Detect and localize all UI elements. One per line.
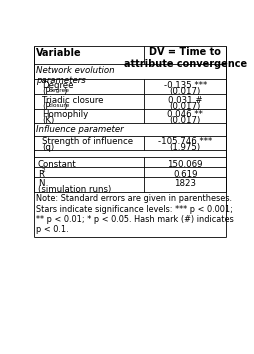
Text: ): ) [64, 87, 67, 96]
Text: ): ) [63, 102, 66, 111]
Text: 150.069: 150.069 [167, 160, 203, 169]
Text: 2: 2 [42, 169, 45, 173]
Text: (q): (q) [42, 143, 54, 152]
Text: Note: Standard errors are given in parentheses.
Stars indicate significance leve: Note: Standard errors are given in paren… [36, 194, 234, 234]
Text: (P: (P [42, 102, 50, 111]
Text: (1.975): (1.975) [170, 143, 201, 152]
Text: (P: (P [42, 87, 50, 96]
Text: Homophily: Homophily [42, 110, 88, 119]
Text: Variable: Variable [36, 48, 82, 58]
Text: Network evolution
parameters: Network evolution parameters [36, 65, 115, 85]
Text: DV = Time to
attribute convergence: DV = Time to attribute convergence [124, 47, 247, 69]
Text: (0.017): (0.017) [170, 116, 201, 125]
Text: Constant: Constant [38, 160, 77, 169]
Text: (0.017): (0.017) [170, 102, 201, 111]
Text: (0.017): (0.017) [170, 87, 201, 96]
Text: degree: degree [49, 88, 69, 93]
Text: (simulation runs): (simulation runs) [38, 185, 111, 194]
Text: N: N [38, 179, 44, 188]
Text: 0.046 **: 0.046 ** [167, 110, 203, 119]
Text: -0.135 ***: -0.135 *** [164, 81, 207, 90]
Text: Triadic closure: Triadic closure [42, 96, 103, 105]
Text: R: R [38, 170, 44, 178]
Text: Strength of influence: Strength of influence [42, 137, 133, 146]
Text: 0.031 #: 0.031 # [168, 96, 202, 105]
Text: Influence parameter: Influence parameter [36, 125, 124, 134]
Text: 1823: 1823 [174, 179, 196, 188]
Text: -105.746 ***: -105.746 *** [158, 137, 212, 146]
Text: Degree: Degree [42, 81, 73, 90]
Text: (K): (K) [42, 116, 54, 125]
Text: 0.619: 0.619 [173, 170, 197, 178]
Text: closure: closure [49, 103, 70, 108]
